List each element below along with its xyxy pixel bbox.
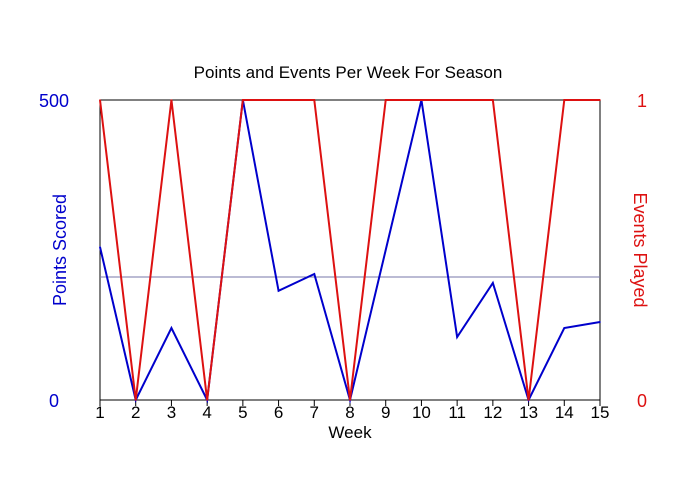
points-scored-point xyxy=(599,321,601,323)
x-tick-label: 5 xyxy=(238,403,247,422)
events-played-point xyxy=(242,99,244,101)
x-tick-label: 11 xyxy=(448,403,466,422)
events-played-point xyxy=(599,99,601,101)
events-played-point xyxy=(99,99,101,101)
x-tick-label: 14 xyxy=(555,403,574,422)
x-tick-label: 6 xyxy=(274,403,283,422)
points-scored-point xyxy=(313,273,316,275)
right-axis-label: Events Played xyxy=(630,192,650,307)
points-scored-point xyxy=(384,249,387,251)
events-played-point xyxy=(420,99,423,101)
events-played-point xyxy=(206,399,208,401)
x-tick-label: 12 xyxy=(483,403,502,422)
points-scored-point xyxy=(277,290,280,292)
x-axis-label: Week xyxy=(328,423,372,442)
left-tick-label: 500 xyxy=(39,91,69,111)
x-tick-label: 9 xyxy=(381,403,390,422)
events-played-point xyxy=(492,99,494,101)
right-tick-label: 0 xyxy=(637,391,647,411)
events-played-point xyxy=(170,99,173,101)
x-tick-label: 3 xyxy=(167,403,176,422)
x-tick-label: 1 xyxy=(95,403,104,422)
events-played-point xyxy=(527,399,530,401)
events-played-point xyxy=(313,99,316,101)
plot-frame xyxy=(99,99,601,401)
points-scored-point xyxy=(99,246,101,248)
events-played-point xyxy=(349,399,351,401)
x-tick-label: 8 xyxy=(345,403,354,422)
chart-title: Points and Events Per Week For Season xyxy=(194,63,503,82)
points-scored-point xyxy=(492,282,494,284)
left-tick-label: 0 xyxy=(49,391,59,411)
events-played-point xyxy=(277,99,280,101)
events-played-point xyxy=(456,99,458,101)
points-scored-point xyxy=(170,327,173,329)
left-axis-label: Points Scored xyxy=(50,194,70,306)
right-tick-label: 1 xyxy=(637,91,647,111)
events-played-point xyxy=(134,399,137,401)
points-scored-line xyxy=(99,99,601,404)
events-played-point xyxy=(384,99,387,101)
events-played-point xyxy=(563,99,566,101)
points-scored-point xyxy=(563,327,566,329)
x-tick-label: 15 xyxy=(591,403,610,422)
points-scored-point xyxy=(456,336,458,338)
x-tick-label: 10 xyxy=(412,403,431,422)
events-played-line xyxy=(99,99,600,401)
x-tick-label: 7 xyxy=(310,403,319,422)
x-tick-label: 2 xyxy=(131,403,140,422)
x-tick-label: 13 xyxy=(519,403,538,422)
x-tick-label: 4 xyxy=(202,403,211,422)
